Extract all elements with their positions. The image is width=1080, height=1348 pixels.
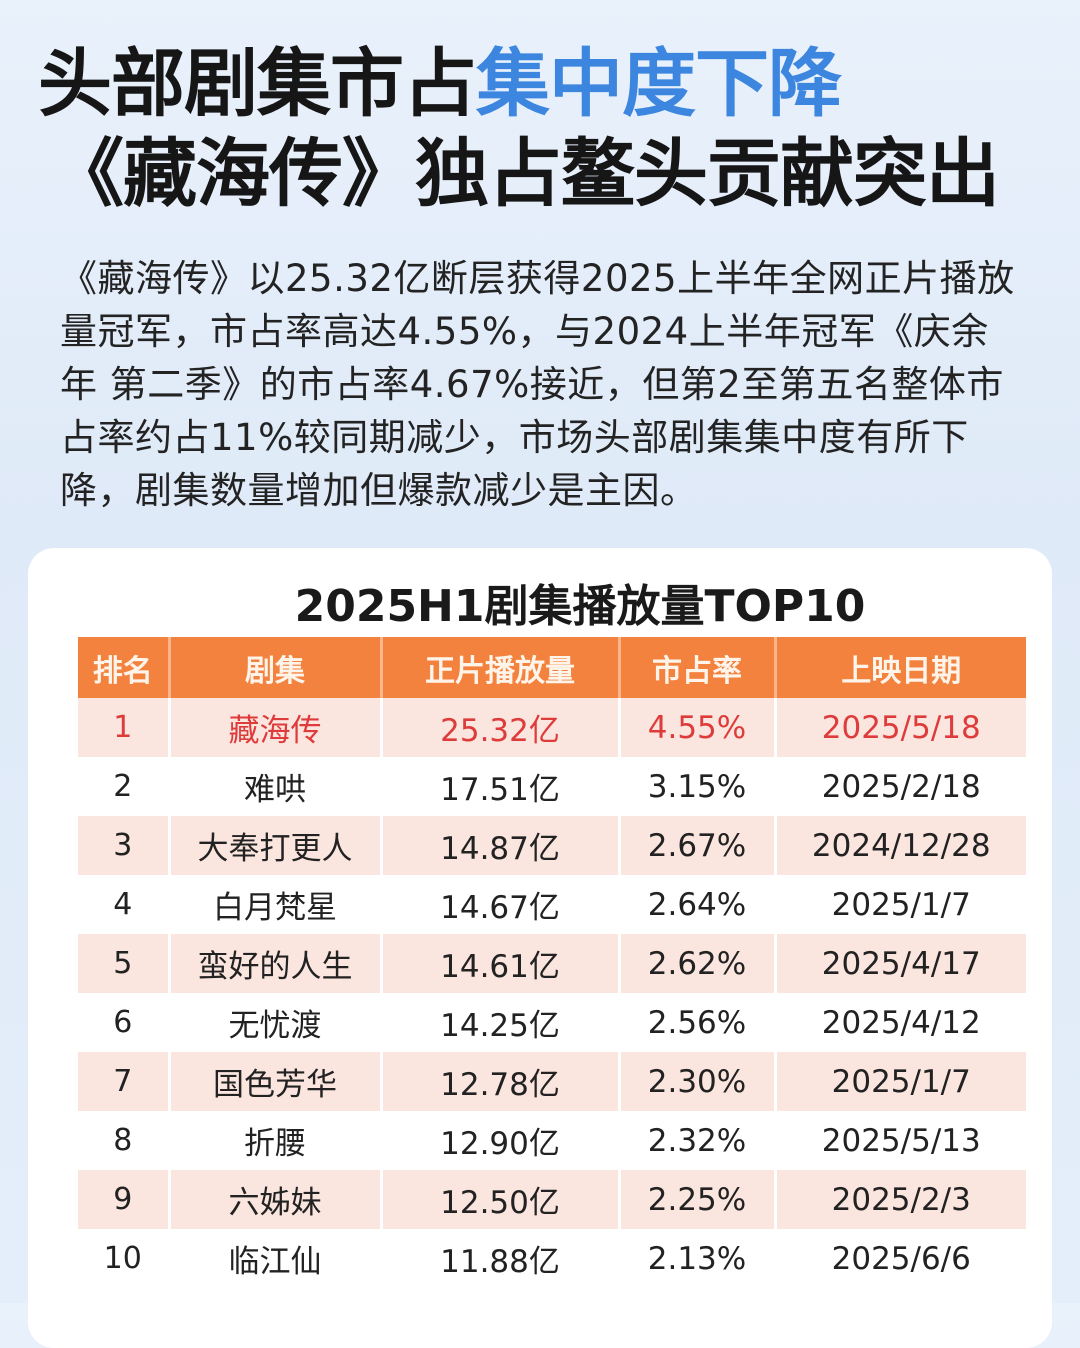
cell-rank: 1 — [78, 698, 171, 757]
header-views: 正片播放量 — [381, 637, 621, 698]
cell-rank: 2 — [78, 757, 171, 816]
ranking-table: 排名 剧集 正片播放量 市占率 上映日期 1 藏海传 25.32亿 4.55% … — [78, 637, 1026, 1288]
cell-share: 2.25% — [619, 1170, 777, 1229]
cell-series: 国色芳华 — [169, 1052, 383, 1111]
cell-date: 2025/4/17 — [775, 934, 1026, 993]
table-title: 2025H1剧集播放量TOP10 — [294, 581, 866, 632]
cell-views: 12.78亿 — [381, 1052, 621, 1111]
headline: 头部剧集市占集中度下降 《藏海传》独占鳌头贡献突出 — [38, 40, 1048, 218]
table-header-row: 排名 剧集 正片播放量 市占率 上映日期 — [78, 637, 1026, 698]
cell-date: 2025/1/7 — [775, 1052, 1026, 1111]
cell-date: 2024/12/28 — [775, 816, 1026, 875]
cell-rank: 5 — [78, 934, 171, 993]
headline-line-2: 《藏海传》独占鳌头贡献突出 — [50, 131, 1000, 217]
table-row: 8 折腰 12.90亿 2.32% 2025/5/13 — [78, 1111, 1026, 1170]
cell-series: 临江仙 — [169, 1229, 383, 1288]
cell-views: 12.50亿 — [381, 1170, 621, 1229]
cell-share: 2.67% — [619, 816, 777, 875]
cell-views: 17.51亿 — [381, 757, 621, 816]
cell-rank: 8 — [78, 1111, 171, 1170]
header-share: 市占率 — [619, 637, 777, 698]
cell-series: 白月梵星 — [169, 875, 383, 934]
table-row: 1 藏海传 25.32亿 4.55% 2025/5/18 — [78, 698, 1026, 757]
cell-views: 14.25亿 — [381, 993, 621, 1052]
cell-series: 蛮好的人生 — [169, 934, 383, 993]
cell-rank: 6 — [78, 993, 171, 1052]
cell-date: 2025/6/6 — [775, 1229, 1026, 1288]
cell-series: 大奉打更人 — [169, 816, 383, 875]
cell-series: 六姊妹 — [169, 1170, 383, 1229]
table-row: 10 临江仙 11.88亿 2.13% 2025/6/6 — [78, 1229, 1026, 1288]
cell-views: 12.90亿 — [381, 1111, 621, 1170]
cell-series: 折腰 — [169, 1111, 383, 1170]
cell-views: 14.87亿 — [381, 816, 621, 875]
cell-rank: 10 — [78, 1229, 171, 1288]
table-row: 5 蛮好的人生 14.61亿 2.62% 2025/4/17 — [78, 934, 1026, 993]
cell-share: 4.55% — [619, 698, 777, 757]
table-row: 9 六姊妹 12.50亿 2.25% 2025/2/3 — [78, 1170, 1026, 1229]
cell-views: 25.32亿 — [381, 698, 621, 757]
cell-date: 2025/5/18 — [775, 698, 1026, 757]
cell-share: 2.62% — [619, 934, 777, 993]
cell-share: 2.13% — [619, 1229, 777, 1288]
cell-rank: 3 — [78, 816, 171, 875]
cell-share: 2.56% — [619, 993, 777, 1052]
header-series: 剧集 — [169, 637, 383, 698]
table-row: 7 国色芳华 12.78亿 2.30% 2025/1/7 — [78, 1052, 1026, 1111]
header-date: 上映日期 — [775, 637, 1026, 698]
cell-views: 14.67亿 — [381, 875, 621, 934]
headline-line-1-highlight: 集中度下降 — [476, 41, 842, 127]
cell-series: 难哄 — [169, 757, 383, 816]
cell-series: 无忧渡 — [169, 993, 383, 1052]
cell-share: 3.15% — [619, 757, 777, 816]
table-row: 2 难哄 17.51亿 3.15% 2025/2/18 — [78, 757, 1026, 816]
cell-date: 2025/4/12 — [775, 993, 1026, 1052]
cell-date: 2025/5/13 — [775, 1111, 1026, 1170]
cell-rank: 4 — [78, 875, 171, 934]
cell-date: 2025/2/18 — [775, 757, 1026, 816]
cell-rank: 9 — [78, 1170, 171, 1229]
summary-paragraph: 《藏海传》以25.32亿断层获得2025上半年全网正片播放量冠军，市占率高达4.… — [60, 257, 1015, 512]
cell-views: 14.61亿 — [381, 934, 621, 993]
headline-line-1: 头部剧集市占集中度下降 — [38, 40, 1048, 128]
cell-date: 2025/1/7 — [775, 875, 1026, 934]
headline-line-1-plain: 头部剧集市占 — [38, 41, 477, 127]
table-row: 6 无忧渡 14.25亿 2.56% 2025/4/12 — [78, 993, 1026, 1052]
table-row: 4 白月梵星 14.67亿 2.64% 2025/1/7 — [78, 875, 1026, 934]
cell-views: 11.88亿 — [381, 1229, 621, 1288]
cell-date: 2025/2/3 — [775, 1170, 1026, 1229]
cell-series: 藏海传 — [169, 698, 383, 757]
cell-share: 2.64% — [619, 875, 777, 934]
header-rank: 排名 — [78, 637, 171, 698]
cell-share: 2.30% — [619, 1052, 777, 1111]
cell-share: 2.32% — [619, 1111, 777, 1170]
table-row: 3 大奉打更人 14.87亿 2.67% 2024/12/28 — [78, 816, 1026, 875]
cell-rank: 7 — [78, 1052, 171, 1111]
